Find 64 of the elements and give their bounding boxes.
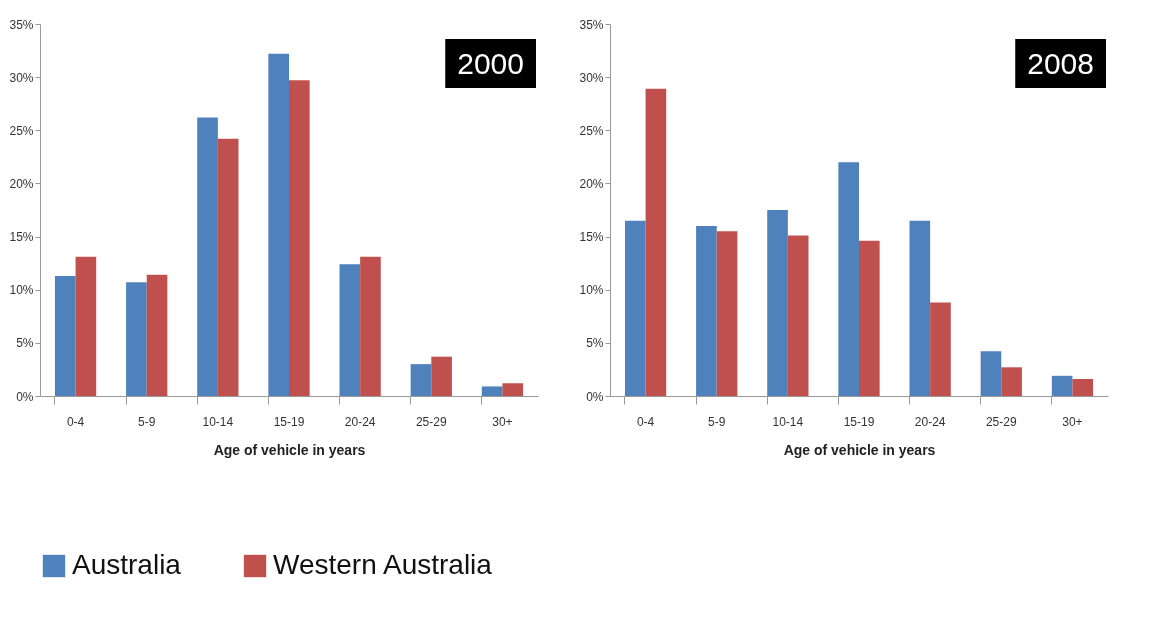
bar — [502, 383, 524, 396]
y-tick-label: 20% — [579, 176, 604, 191]
x-tick-label: 30+ — [492, 414, 513, 429]
x-tick-label: 30+ — [1062, 414, 1083, 429]
bar — [268, 53, 289, 396]
x-tick-label: 25-29 — [985, 414, 1017, 429]
y-tick-label: 0% — [586, 389, 604, 404]
x-tick-label: 5-9 — [138, 414, 156, 429]
y-tick-label: 15% — [579, 230, 604, 245]
y-tick-label: 35% — [579, 17, 604, 32]
bar — [645, 88, 667, 396]
x-axis-title: Age of vehicle in years — [213, 441, 366, 458]
bar — [1001, 367, 1022, 396]
y-tick-label: 35% — [9, 17, 34, 32]
text: 2000 — [457, 47, 524, 80]
bar — [54, 275, 76, 396]
text: 2008 — [1027, 47, 1094, 80]
bar — [410, 364, 432, 396]
y-tick-label: 10% — [9, 283, 34, 298]
y-tick-label: 15% — [9, 230, 34, 245]
bar — [360, 256, 381, 396]
x-tick-label: 20-24 — [914, 414, 946, 429]
bar — [859, 240, 880, 396]
bar — [767, 210, 788, 396]
x-tick-label: 15-19 — [843, 414, 875, 429]
bar — [696, 225, 717, 396]
bar — [289, 80, 310, 396]
y-tick-label: 10% — [579, 283, 604, 298]
legend-label: Western Australia — [273, 549, 493, 580]
x-tick-label: 0-4 — [66, 414, 85, 429]
y-tick-label: 30% — [9, 70, 34, 85]
y-tick-label: 5% — [16, 336, 34, 351]
y-tick-label: 5% — [586, 336, 604, 351]
x-tick-label: 0-4 — [636, 414, 655, 429]
bar — [980, 351, 1002, 396]
bar — [1072, 378, 1094, 396]
x-tick-label: 10-14 — [772, 414, 804, 429]
bar — [787, 235, 809, 396]
bar — [716, 231, 738, 396]
y-tick-label: 25% — [579, 123, 604, 138]
x-tick-label: 5-9 — [708, 414, 726, 429]
bar — [126, 282, 147, 396]
bar — [930, 302, 951, 396]
x-tick-label: 15-19 — [273, 414, 305, 429]
y-tick-label: 30% — [579, 70, 604, 85]
x-axis-title: Age of vehicle in years — [783, 441, 936, 458]
bar — [838, 162, 859, 396]
x-tick-label: 25-29 — [415, 414, 447, 429]
bar — [146, 274, 168, 396]
bar — [624, 220, 646, 396]
bar — [1051, 375, 1073, 396]
x-tick-label: 10-14 — [202, 414, 234, 429]
y-tick-label: 0% — [16, 389, 34, 404]
bar — [339, 264, 361, 396]
bar — [75, 256, 97, 396]
x-tick-label: 20-24 — [344, 414, 376, 429]
y-tick-label: 20% — [9, 176, 34, 191]
bar — [481, 386, 503, 396]
bar — [217, 138, 239, 396]
y-tick-label: 25% — [9, 123, 34, 138]
bar — [909, 220, 931, 396]
legend-label: Australia — [72, 549, 182, 580]
bar — [431, 356, 452, 396]
bar — [197, 117, 218, 396]
